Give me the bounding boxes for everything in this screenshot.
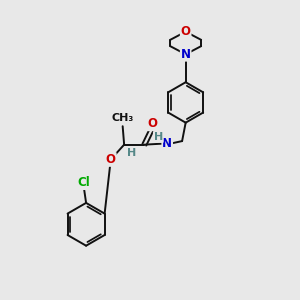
Text: O: O: [106, 153, 116, 166]
Text: O: O: [181, 25, 191, 38]
Text: H: H: [154, 132, 163, 142]
Text: N: N: [162, 137, 172, 150]
Text: N: N: [181, 48, 191, 61]
Text: O: O: [148, 117, 158, 130]
Text: Cl: Cl: [77, 176, 90, 189]
Text: CH₃: CH₃: [112, 113, 134, 123]
Text: H: H: [127, 148, 136, 158]
